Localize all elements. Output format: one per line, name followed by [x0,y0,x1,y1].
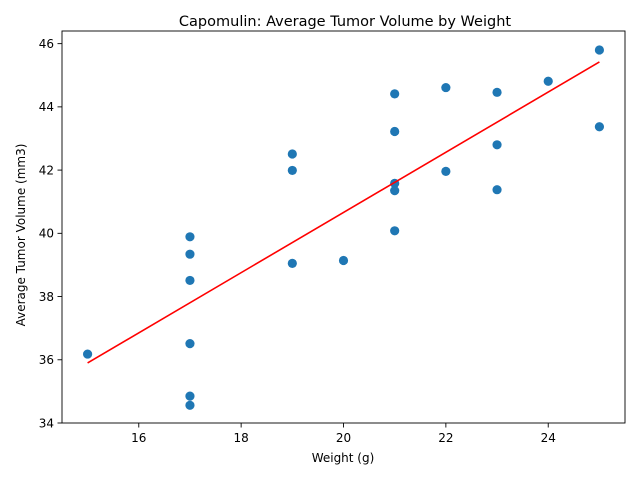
data-point-9 [287,258,297,268]
data-point-16 [441,82,451,93]
data-points [82,45,605,410]
y-tick-label-1: 36 [39,353,54,367]
x-tick-label-3: 22 [438,431,453,445]
data-point-8 [287,165,297,176]
data-point-18 [492,87,502,97]
data-point-5 [185,391,195,401]
data-point-23 [594,122,605,132]
data-point-1 [185,232,195,242]
x-tick-label-0: 16 [131,431,146,445]
data-point-3 [185,275,195,286]
y-tick-label-6: 46 [39,37,54,51]
y-tick-label-0: 34 [39,416,54,430]
data-point-14 [390,186,400,196]
y-tick-label-4: 42 [39,163,54,177]
data-point-6 [185,400,195,410]
data-point-12 [390,126,400,137]
axis-ticks: 16 18 20 22 24 34 36 38 40 42 44 46 [39,37,556,445]
plot-frame [61,30,626,424]
y-axis-label: Average Tumor Volume (mm3) [14,144,28,327]
data-point-4 [185,339,195,349]
y-tick-label-2: 38 [39,290,54,304]
data-point-10 [338,255,349,266]
chart-title: Capomulin: Average Tumor Volume by Weigh… [179,14,511,30]
data-point-2 [185,249,195,259]
data-point-11 [390,89,400,99]
data-point-7 [287,149,297,159]
data-point-21 [543,76,553,86]
y-tick-label-3: 40 [39,227,54,241]
regression-line [87,61,600,364]
data-point-22 [594,45,605,55]
x-tick-label-4: 24 [541,431,556,445]
regression-line-group [87,61,600,364]
x-tick-label-2: 20 [336,431,351,445]
y-tick-label-5: 44 [39,100,54,114]
x-tick-label-1: 18 [233,431,248,445]
data-point-20 [492,185,502,195]
data-point-0 [82,349,93,359]
data-point-17 [441,166,451,176]
data-point-15 [390,226,400,236]
data-point-19 [492,140,502,150]
x-axis-label: Weight (g) [312,451,375,465]
